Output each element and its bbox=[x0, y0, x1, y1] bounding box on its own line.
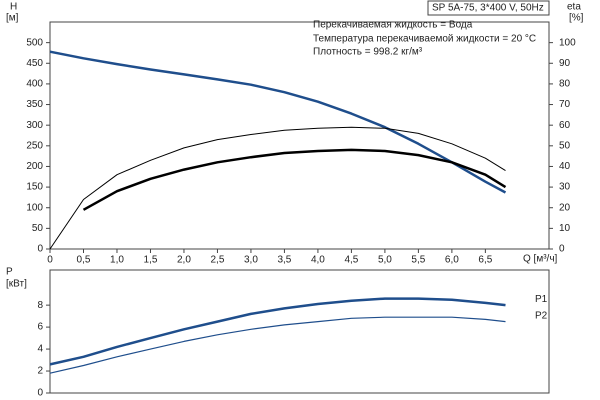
y2-tick-label: 40 bbox=[559, 161, 571, 172]
x-tick-label: 1,5 bbox=[144, 255, 158, 266]
y2-tick-label: 10 bbox=[559, 223, 571, 234]
y-tick-label: 100 bbox=[26, 202, 43, 213]
x-tick-label: 4,0 bbox=[311, 255, 325, 266]
x-tick-label: 5,5 bbox=[411, 255, 425, 266]
y2-tick-label: 70 bbox=[559, 99, 571, 110]
y2-tick-label: 50 bbox=[559, 140, 571, 151]
legend-box bbox=[427, 0, 550, 16]
x-tick-label: 4,5 bbox=[344, 255, 358, 266]
legend-box-text: SP 5A-75, 3*400 V, 50Hz bbox=[432, 3, 544, 14]
series-label: P2 bbox=[535, 310, 548, 321]
x-label: Q [м³/ч] bbox=[523, 254, 558, 265]
y2-tick-label: 90 bbox=[559, 58, 571, 69]
y2-tick-label: 0 bbox=[559, 244, 565, 255]
y-label-unit: [м] bbox=[6, 13, 19, 24]
y-tick-label: 2 bbox=[37, 366, 43, 377]
x-tick-label: 6,0 bbox=[445, 255, 459, 266]
curve bbox=[49, 316, 506, 374]
y-tick-label: 500 bbox=[26, 37, 43, 48]
bottom-plot-frame bbox=[49, 269, 550, 394]
series-label: P1 bbox=[535, 294, 548, 305]
x-tick-label: 0 bbox=[47, 255, 53, 266]
x-tick-label: 0,5 bbox=[77, 255, 91, 266]
y2-tick-label: 30 bbox=[559, 182, 571, 193]
curve bbox=[49, 297, 506, 366]
x-tick-label: 3,0 bbox=[244, 255, 258, 266]
y-tick-label: 200 bbox=[26, 161, 43, 172]
annotation: Перекачиваемая жидкость = Вода bbox=[313, 20, 473, 31]
y2-tick-label: 80 bbox=[559, 79, 571, 90]
y-tick-label: 150 bbox=[26, 182, 43, 193]
y2-label-unit: [%] bbox=[569, 13, 584, 24]
annotation: Плотность = 998.2 кг/м³ bbox=[313, 47, 423, 58]
annotation: Температура перекачиваемой жидкости = 20… bbox=[313, 34, 536, 45]
y-tick-label: 300 bbox=[26, 120, 43, 131]
curve bbox=[49, 126, 506, 250]
x-tick-label: 2,5 bbox=[210, 255, 224, 266]
y2-label: eta bbox=[567, 2, 581, 13]
y-tick-label: 6 bbox=[37, 322, 43, 333]
y-tick-label: 250 bbox=[26, 140, 43, 151]
y-tick-label: 400 bbox=[26, 79, 43, 90]
y2-tick-label: 100 bbox=[559, 37, 576, 48]
y-label: P bbox=[6, 267, 13, 278]
x-tick-label: 5,0 bbox=[378, 255, 392, 266]
y2-tick-label: 20 bbox=[559, 202, 571, 213]
y-tick-label: 50 bbox=[32, 223, 44, 234]
y-tick-label: 450 bbox=[26, 58, 43, 69]
x-tick-label: 6,5 bbox=[478, 255, 492, 266]
y-tick-label: 0 bbox=[37, 388, 43, 399]
curve bbox=[82, 148, 507, 211]
y-tick-label: 350 bbox=[26, 99, 43, 110]
x-tick-label: 3,5 bbox=[277, 255, 291, 266]
curve bbox=[49, 50, 507, 194]
y2-tick-label: 60 bbox=[559, 120, 571, 131]
y-label-unit: [кВт] bbox=[6, 279, 27, 290]
y-tick-label: 0 bbox=[37, 244, 43, 255]
y-tick-label: 4 bbox=[37, 344, 43, 355]
y-label: H bbox=[10, 2, 17, 13]
y-tick-label: 8 bbox=[37, 300, 43, 311]
x-tick-label: 2,0 bbox=[177, 255, 191, 266]
top-plot-frame bbox=[49, 21, 550, 250]
x-tick-label: 1,0 bbox=[110, 255, 124, 266]
